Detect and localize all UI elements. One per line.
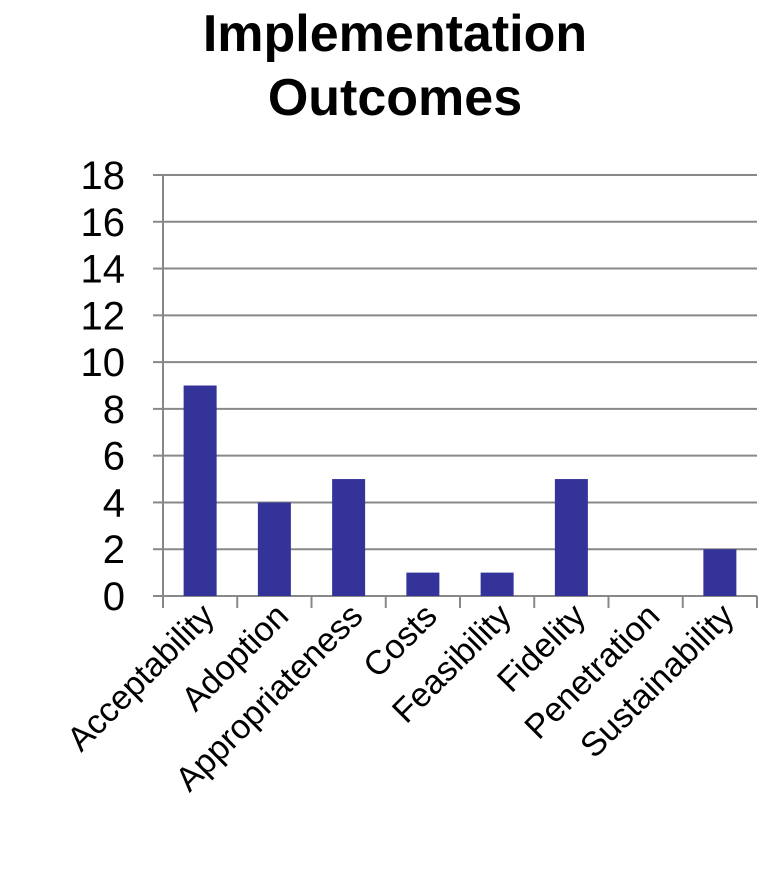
y-tick-label: 0 [103,575,125,619]
bar-appropriateness [332,479,366,596]
bar-costs [406,572,440,596]
y-tick-label: 8 [103,388,125,432]
bar-acceptability [183,385,217,596]
bar-feasibility [480,572,514,596]
chart-title-line-2: Outcomes [267,69,523,127]
bar-sustainability [703,549,737,596]
y-tick-label: 12 [81,294,126,338]
y-tick-label: 10 [81,341,126,385]
y-tick-label: 6 [103,435,125,479]
chart-title: Implementation Outcomes [0,2,760,130]
y-tick-label: 16 [81,201,126,245]
y-tick-label: 18 [81,154,126,198]
chart-title-line-1: Implementation [202,5,588,63]
y-tick-label: 14 [81,248,126,292]
y-tick-label: 2 [103,528,125,572]
y-tick-label: 4 [103,481,125,525]
bar-fidelity [554,479,588,596]
bar-adoption [257,502,291,596]
